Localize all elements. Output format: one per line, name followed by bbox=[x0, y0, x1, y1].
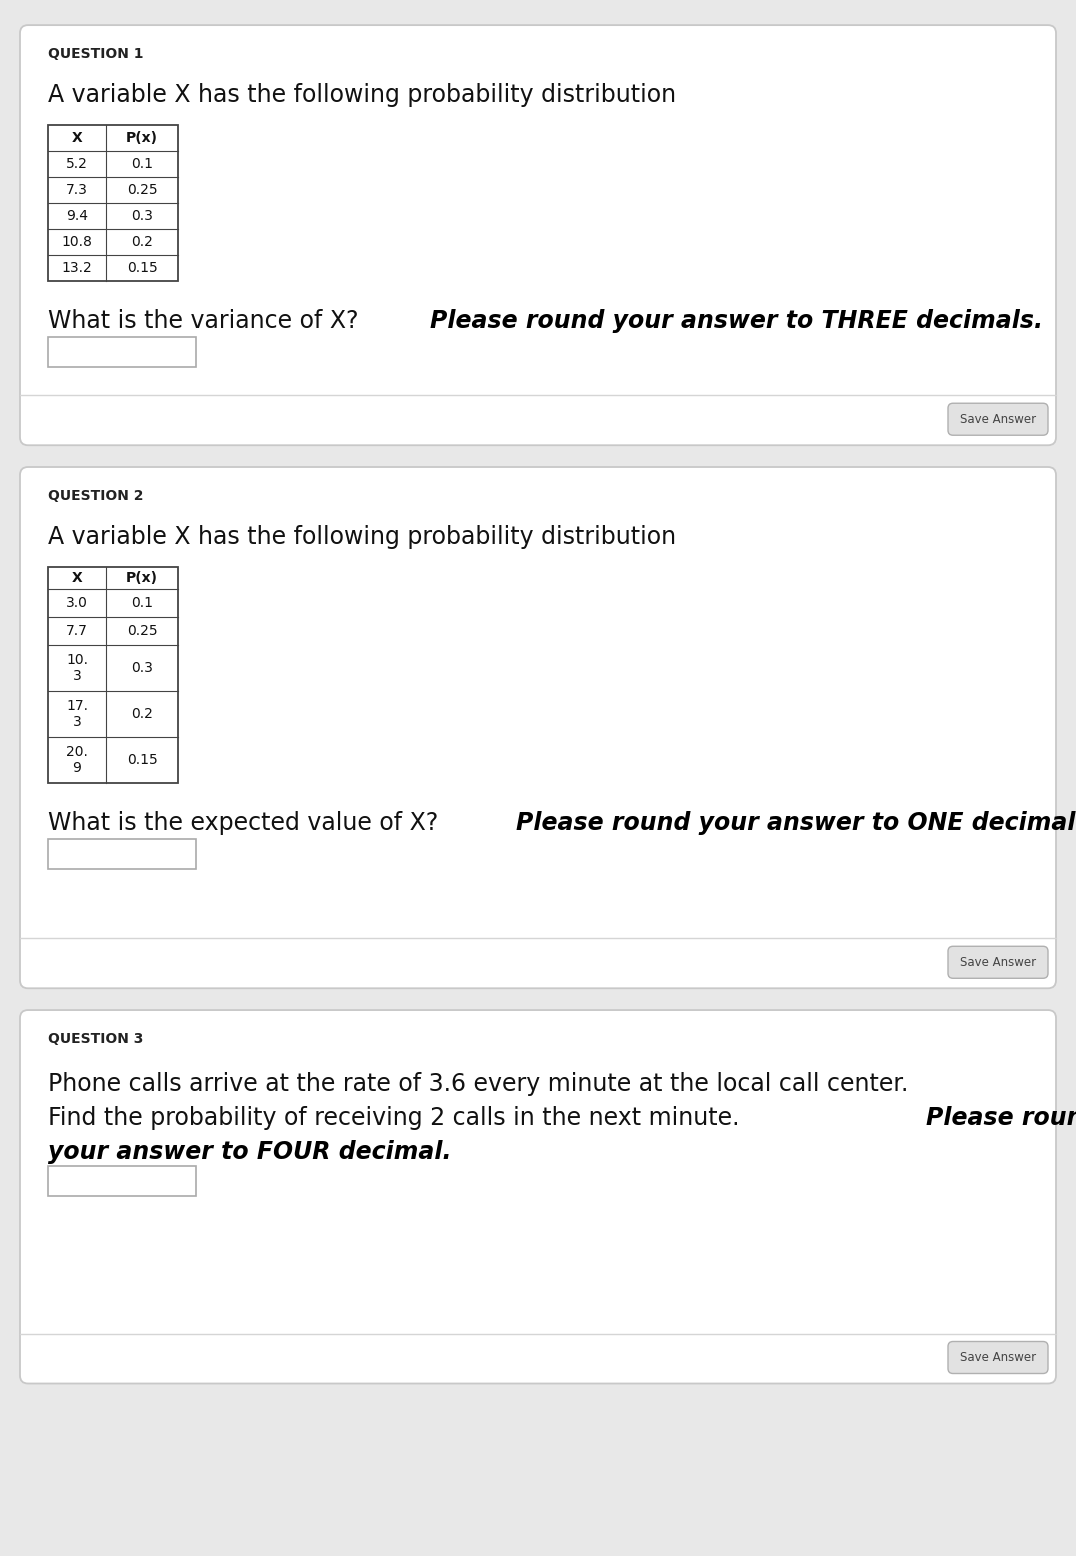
Text: 20.
9: 20. 9 bbox=[66, 745, 88, 775]
Text: 17.
3: 17. 3 bbox=[66, 700, 88, 728]
Text: 0.3: 0.3 bbox=[131, 661, 153, 675]
Text: Save Answer: Save Answer bbox=[960, 1351, 1036, 1365]
Text: Please round your answer to THREE decimals.: Please round your answer to THREE decima… bbox=[430, 310, 1044, 333]
Text: A variable X has the following probability distribution: A variable X has the following probabili… bbox=[48, 524, 676, 549]
Text: 9.4: 9.4 bbox=[66, 209, 88, 223]
Text: 5.2: 5.2 bbox=[66, 157, 88, 171]
Text: 7.3: 7.3 bbox=[66, 184, 88, 198]
Text: X: X bbox=[72, 131, 83, 145]
Text: 0.1: 0.1 bbox=[131, 157, 153, 171]
Bar bbox=[48, 124, 178, 282]
Text: QUESTION 2: QUESTION 2 bbox=[48, 489, 143, 503]
Bar bbox=[48, 566, 178, 783]
Text: Please round your answer to ONE decimal.: Please round your answer to ONE decimal. bbox=[515, 811, 1076, 836]
Text: 0.15: 0.15 bbox=[127, 261, 157, 275]
FancyBboxPatch shape bbox=[20, 467, 1056, 988]
Text: A variable X has the following probability distribution: A variable X has the following probabili… bbox=[48, 82, 676, 107]
Text: P(x): P(x) bbox=[126, 571, 158, 585]
Text: 0.15: 0.15 bbox=[127, 753, 157, 767]
Text: What is the variance of X?: What is the variance of X? bbox=[48, 310, 366, 333]
Text: X: X bbox=[72, 571, 83, 585]
Text: 10.8: 10.8 bbox=[61, 235, 93, 249]
Text: Please round: Please round bbox=[926, 1106, 1076, 1130]
Text: Phone calls arrive at the rate of 3.6 every minute at the local call center.: Phone calls arrive at the rate of 3.6 ev… bbox=[48, 1072, 908, 1095]
FancyBboxPatch shape bbox=[20, 25, 1056, 445]
Text: 0.2: 0.2 bbox=[131, 706, 153, 720]
Text: What is the expected value of X?: What is the expected value of X? bbox=[48, 811, 445, 836]
FancyBboxPatch shape bbox=[948, 1341, 1048, 1374]
Bar bbox=[48, 1165, 196, 1197]
FancyBboxPatch shape bbox=[948, 946, 1048, 979]
Text: 0.1: 0.1 bbox=[131, 596, 153, 610]
Bar bbox=[48, 839, 196, 868]
Text: Save Answer: Save Answer bbox=[960, 412, 1036, 426]
Text: P(x): P(x) bbox=[126, 131, 158, 145]
Text: QUESTION 3: QUESTION 3 bbox=[48, 1032, 143, 1046]
Text: 0.25: 0.25 bbox=[127, 624, 157, 638]
FancyBboxPatch shape bbox=[20, 1010, 1056, 1383]
Text: 0.2: 0.2 bbox=[131, 235, 153, 249]
Text: 7.7: 7.7 bbox=[66, 624, 88, 638]
FancyBboxPatch shape bbox=[948, 403, 1048, 436]
Bar bbox=[48, 338, 196, 367]
Text: QUESTION 1: QUESTION 1 bbox=[48, 47, 143, 61]
Text: your answer to FOUR decimal.: your answer to FOUR decimal. bbox=[48, 1141, 452, 1164]
Text: 13.2: 13.2 bbox=[61, 261, 93, 275]
Text: 0.3: 0.3 bbox=[131, 209, 153, 223]
Text: 3.0: 3.0 bbox=[66, 596, 88, 610]
Text: Find the probability of receiving 2 calls in the next minute.: Find the probability of receiving 2 call… bbox=[48, 1106, 747, 1130]
Text: 0.25: 0.25 bbox=[127, 184, 157, 198]
Text: Save Answer: Save Answer bbox=[960, 955, 1036, 969]
Text: 10.
3: 10. 3 bbox=[66, 654, 88, 683]
